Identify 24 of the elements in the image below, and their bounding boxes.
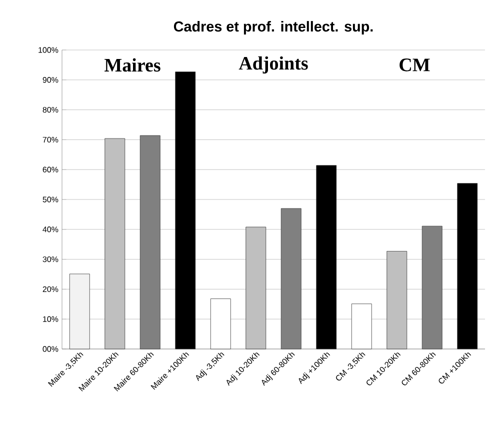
bar [246,226,266,350]
bar [104,138,126,350]
bar [69,274,90,350]
bar [175,72,196,350]
y-tick-label: 100% [38,47,58,53]
bar [386,251,408,350]
y-tick-label: 30% [42,256,58,262]
bar [210,298,231,350]
y-tick-label: 40% [42,226,58,232]
annotation: CM [400,58,430,72]
y-tick-label: 60% [42,166,58,172]
y-tick-label: 90% [42,77,58,83]
y-tick-label: 20% [42,286,58,292]
y-tick-label: 10% [43,316,58,322]
chart-title: Cadres et prof. intellect. sup. [174,21,373,34]
y-tick-label: 50% [42,196,58,202]
y-tick-label: 80% [42,106,58,113]
y-tick-label: 00% [42,346,58,352]
bar [316,165,337,350]
annotation: Adjoints [238,56,308,74]
annotation: Maires [104,58,160,72]
bar [351,304,372,350]
y-tick-label: 70% [42,136,58,143]
bar [457,183,478,350]
